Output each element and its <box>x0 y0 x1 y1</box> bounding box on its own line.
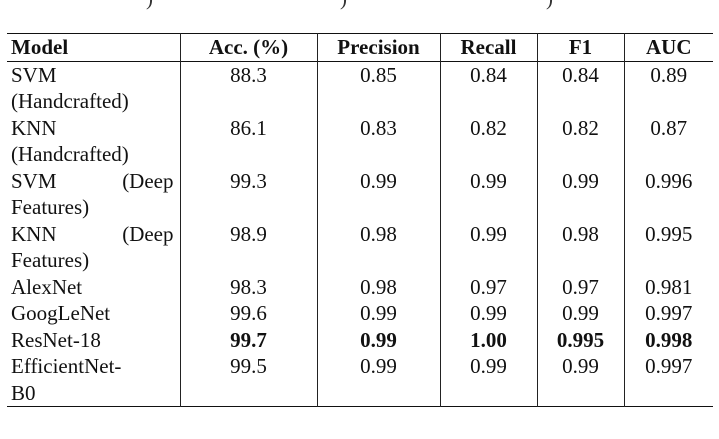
f1-cell: 0.97 <box>536 273 624 300</box>
caption-paren-1: ) <box>146 0 153 11</box>
recall-cell: 0.99 <box>439 300 537 327</box>
accuracy-cell: 88.3 <box>179 61 317 115</box>
auc-cell: 0.89 <box>623 61 713 115</box>
accuracy-cell: 99.6 <box>179 300 317 327</box>
recall-cell: 0.84 <box>439 61 537 115</box>
table-row: EfficientNet- B0 99.5 0.99 0.99 0.99 0.9… <box>7 353 713 407</box>
recall-cell: 1.00 <box>439 326 537 353</box>
col-header-auc: AUC <box>623 33 713 61</box>
model-name-line2: (Handcrafted) <box>11 89 129 113</box>
col-header-model: Model <box>11 35 69 59</box>
accuracy-cell: 99.7 <box>179 326 317 353</box>
model-name-line2: Features) <box>11 248 90 272</box>
model-name-cell: SVM (Deep Features) <box>7 168 180 221</box>
model-name-cell: KNN (Deep Features) <box>7 221 180 274</box>
precision-cell: 0.85 <box>316 61 440 115</box>
col-header-f1: F1 <box>536 33 624 61</box>
precision-cell: 0.99 <box>316 326 440 353</box>
accuracy-cell: 99.3 <box>179 167 317 221</box>
col-header-recall: Recall <box>439 33 537 61</box>
model-name-line1: KNN (Deep <box>11 221 174 246</box>
caption-fragment: ) ) ) <box>0 0 719 30</box>
model-name-line2: (Handcrafted) <box>11 142 129 166</box>
table-row: GoogLeNet 99.6 0.99 0.99 0.99 0.997 <box>7 300 713 327</box>
model-name-cell: GoogLeNet <box>11 301 111 325</box>
results-table: Model Acc. (%) Precision Recall F1 AUC S… <box>7 33 713 407</box>
model-name-cell: AlexNet <box>11 274 83 299</box>
model-name-cell: ResNet-18 <box>11 327 101 352</box>
auc-cell: 0.998 <box>623 326 713 353</box>
f1-cell: 0.99 <box>536 353 624 407</box>
model-name-cell: EfficientNet- B0 <box>7 353 180 407</box>
precision-cell: 0.99 <box>316 167 440 221</box>
model-name-cell: KNN (Handcrafted) <box>7 115 180 168</box>
accuracy-cell: 98.9 <box>179 220 317 274</box>
model-name-line2: Features) <box>11 195 90 219</box>
model-name-line1: SVM (Deep <box>11 168 174 193</box>
caption-paren-3: ) <box>546 0 553 11</box>
table-row: SVM (Handcrafted) 88.3 0.85 0.84 0.84 0.… <box>7 61 713 115</box>
table-row: KNN (Deep Features) 98.9 0.98 0.99 0.98 … <box>7 220 713 274</box>
f1-cell: 0.82 <box>536 114 624 168</box>
caption-paren-2: ) <box>340 0 347 11</box>
table-row: AlexNet 98.3 0.98 0.97 0.97 0.981 <box>7 273 713 300</box>
model-name-line2: B0 <box>11 380 36 405</box>
auc-cell: 0.995 <box>623 220 713 274</box>
recall-cell: 0.99 <box>439 167 537 221</box>
precision-cell: 0.98 <box>316 273 440 300</box>
precision-cell: 0.83 <box>316 114 440 168</box>
model-name-line1: SVM <box>11 62 57 87</box>
accuracy-cell: 98.3 <box>179 273 317 300</box>
table-row: ResNet-18 99.7 0.99 1.00 0.995 0.998 <box>7 326 713 353</box>
auc-cell: 0.997 <box>623 300 713 327</box>
precision-cell: 0.99 <box>316 353 440 407</box>
table-row: SVM (Deep Features) 99.3 0.99 0.99 0.99 … <box>7 167 713 221</box>
accuracy-cell: 86.1 <box>179 114 317 168</box>
precision-cell: 0.99 <box>316 300 440 327</box>
f1-cell: 0.995 <box>536 326 624 353</box>
model-name-line1: KNN <box>11 115 57 140</box>
col-header-accuracy: Acc. (%) <box>179 33 317 61</box>
f1-cell: 0.99 <box>536 300 624 327</box>
auc-cell: 0.996 <box>623 167 713 221</box>
f1-cell: 0.98 <box>536 220 624 274</box>
table-row: KNN (Handcrafted) 86.1 0.83 0.82 0.82 0.… <box>7 114 713 168</box>
model-name-line1: EfficientNet- <box>11 354 122 378</box>
model-name-cell: SVM (Handcrafted) <box>7 61 180 115</box>
recall-cell: 0.82 <box>439 114 537 168</box>
precision-cell: 0.98 <box>316 220 440 274</box>
header-row: Model Acc. (%) Precision Recall F1 AUC <box>7 33 713 61</box>
recall-cell: 0.99 <box>439 353 537 407</box>
auc-cell: 0.981 <box>623 273 713 300</box>
auc-cell: 0.87 <box>623 114 713 168</box>
accuracy-cell: 99.5 <box>179 353 317 407</box>
col-header-precision: Precision <box>316 33 440 61</box>
recall-cell: 0.97 <box>439 273 537 300</box>
recall-cell: 0.99 <box>439 220 537 274</box>
f1-cell: 0.84 <box>536 61 624 115</box>
f1-cell: 0.99 <box>536 167 624 221</box>
auc-cell: 0.997 <box>623 353 713 407</box>
